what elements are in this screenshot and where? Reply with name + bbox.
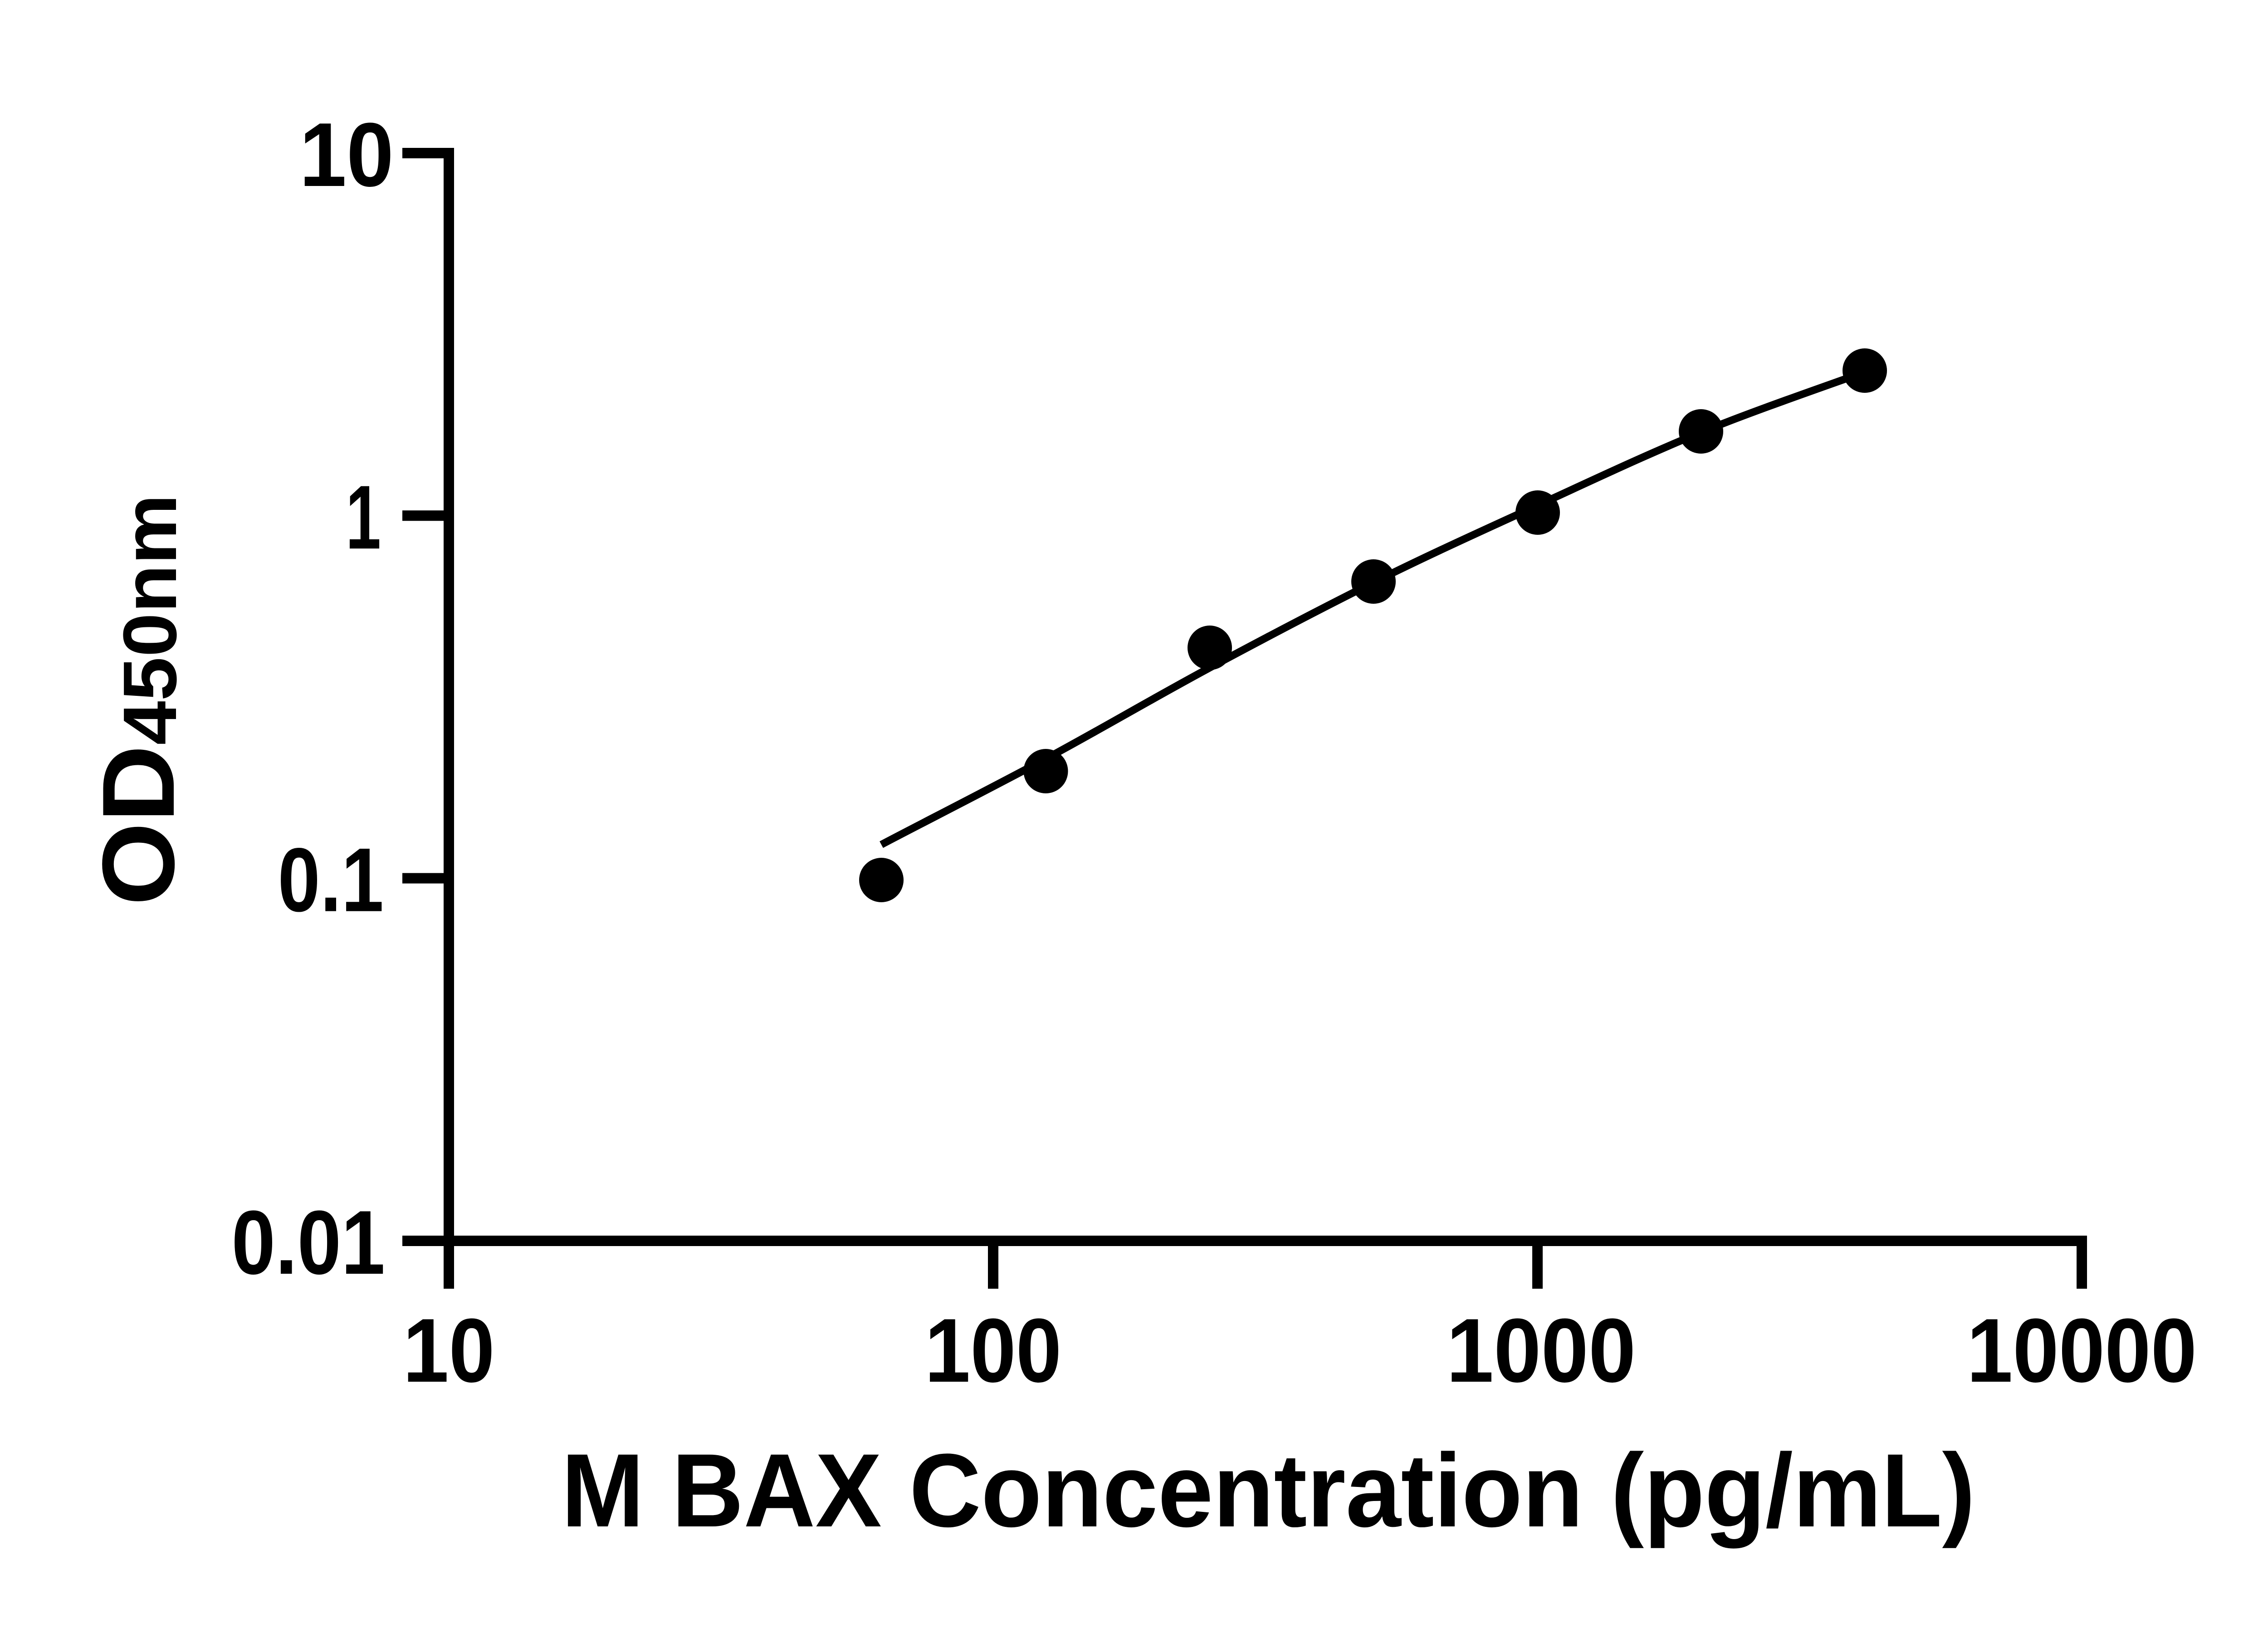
svg-text:M BAX Concentration (pg/mL): M BAX Concentration (pg/mL) <box>561 1432 1975 1549</box>
svg-text:0.1: 0.1 <box>278 830 384 931</box>
svg-text:OD450nm: OD450nm <box>81 494 196 905</box>
svg-text:1000: 1000 <box>1447 1300 1636 1402</box>
svg-text:10: 10 <box>299 104 394 205</box>
svg-text:10000: 10000 <box>1967 1300 2197 1401</box>
svg-text:10: 10 <box>403 1300 494 1401</box>
svg-text:0.01: 0.01 <box>231 1192 385 1293</box>
svg-text:100: 100 <box>925 1300 1062 1401</box>
svg-text:1: 1 <box>346 467 381 568</box>
